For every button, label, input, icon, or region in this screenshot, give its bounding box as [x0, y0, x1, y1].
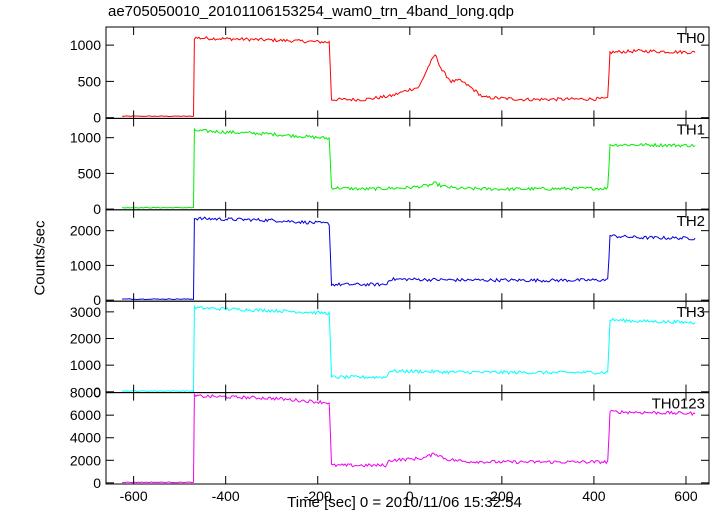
y-tick-label: 0 [93, 201, 101, 217]
y-tick-label: 0 [93, 110, 101, 126]
panel-label-th2: TH2 [677, 213, 705, 230]
x-tick-label: 200 [490, 488, 514, 504]
panel-frame-th2 [105, 209, 710, 302]
y-tick-label: 500 [78, 73, 102, 89]
y-tick-label: 4000 [70, 430, 101, 446]
series-line-th0123 [122, 392, 696, 484]
y-tick-label: 1000 [70, 357, 101, 373]
y-tick-label: 3000 [70, 304, 101, 320]
y-tick-label: 0 [93, 475, 101, 491]
x-tick-label: -200 [304, 488, 332, 504]
y-tick-label: 2000 [70, 223, 101, 239]
y-tick-label: 1000 [70, 130, 101, 146]
y-tick-label: 1000 [70, 257, 101, 273]
y-tick-label: 2000 [70, 331, 101, 347]
series-line-th0 [122, 36, 696, 118]
y-tick-label: 1000 [70, 37, 101, 53]
y-tick-label: 500 [78, 165, 102, 181]
panel-frame-th1 [105, 117, 710, 211]
panel-frame-th0123 [105, 392, 710, 485]
series-line-th2 [122, 216, 696, 301]
y-tick-label: 6000 [70, 407, 101, 423]
series-line-th1 [121, 127, 696, 209]
panel-frame-th3 [105, 300, 710, 394]
x-axis-label: Time [sec] 0 = 2010/11/06 15:32:54 [287, 494, 522, 511]
x-tick-label: 0 [406, 488, 414, 504]
series-line-th3 [122, 304, 696, 392]
y-tick-label: 8000 [70, 385, 101, 401]
chart-title: ae705050010_20101106153254_wam0_trn_4ban… [108, 3, 514, 20]
panel-label-th3: TH3 [677, 304, 705, 321]
panel-frame-th0 [105, 26, 710, 119]
y-tick-label: 0 [93, 292, 101, 308]
panel-label-th0123: TH0123 [652, 396, 705, 413]
panel-label-th1: TH1 [677, 121, 705, 138]
x-tick-label: -400 [212, 488, 240, 504]
panel-label-th0: TH0 [677, 30, 705, 47]
y-tick-label: 0 [93, 384, 101, 400]
y-tick-label: 2000 [70, 452, 101, 468]
x-tick-label: 600 [674, 488, 698, 504]
x-tick-label: 400 [582, 488, 606, 504]
x-tick-label: -600 [120, 488, 148, 504]
